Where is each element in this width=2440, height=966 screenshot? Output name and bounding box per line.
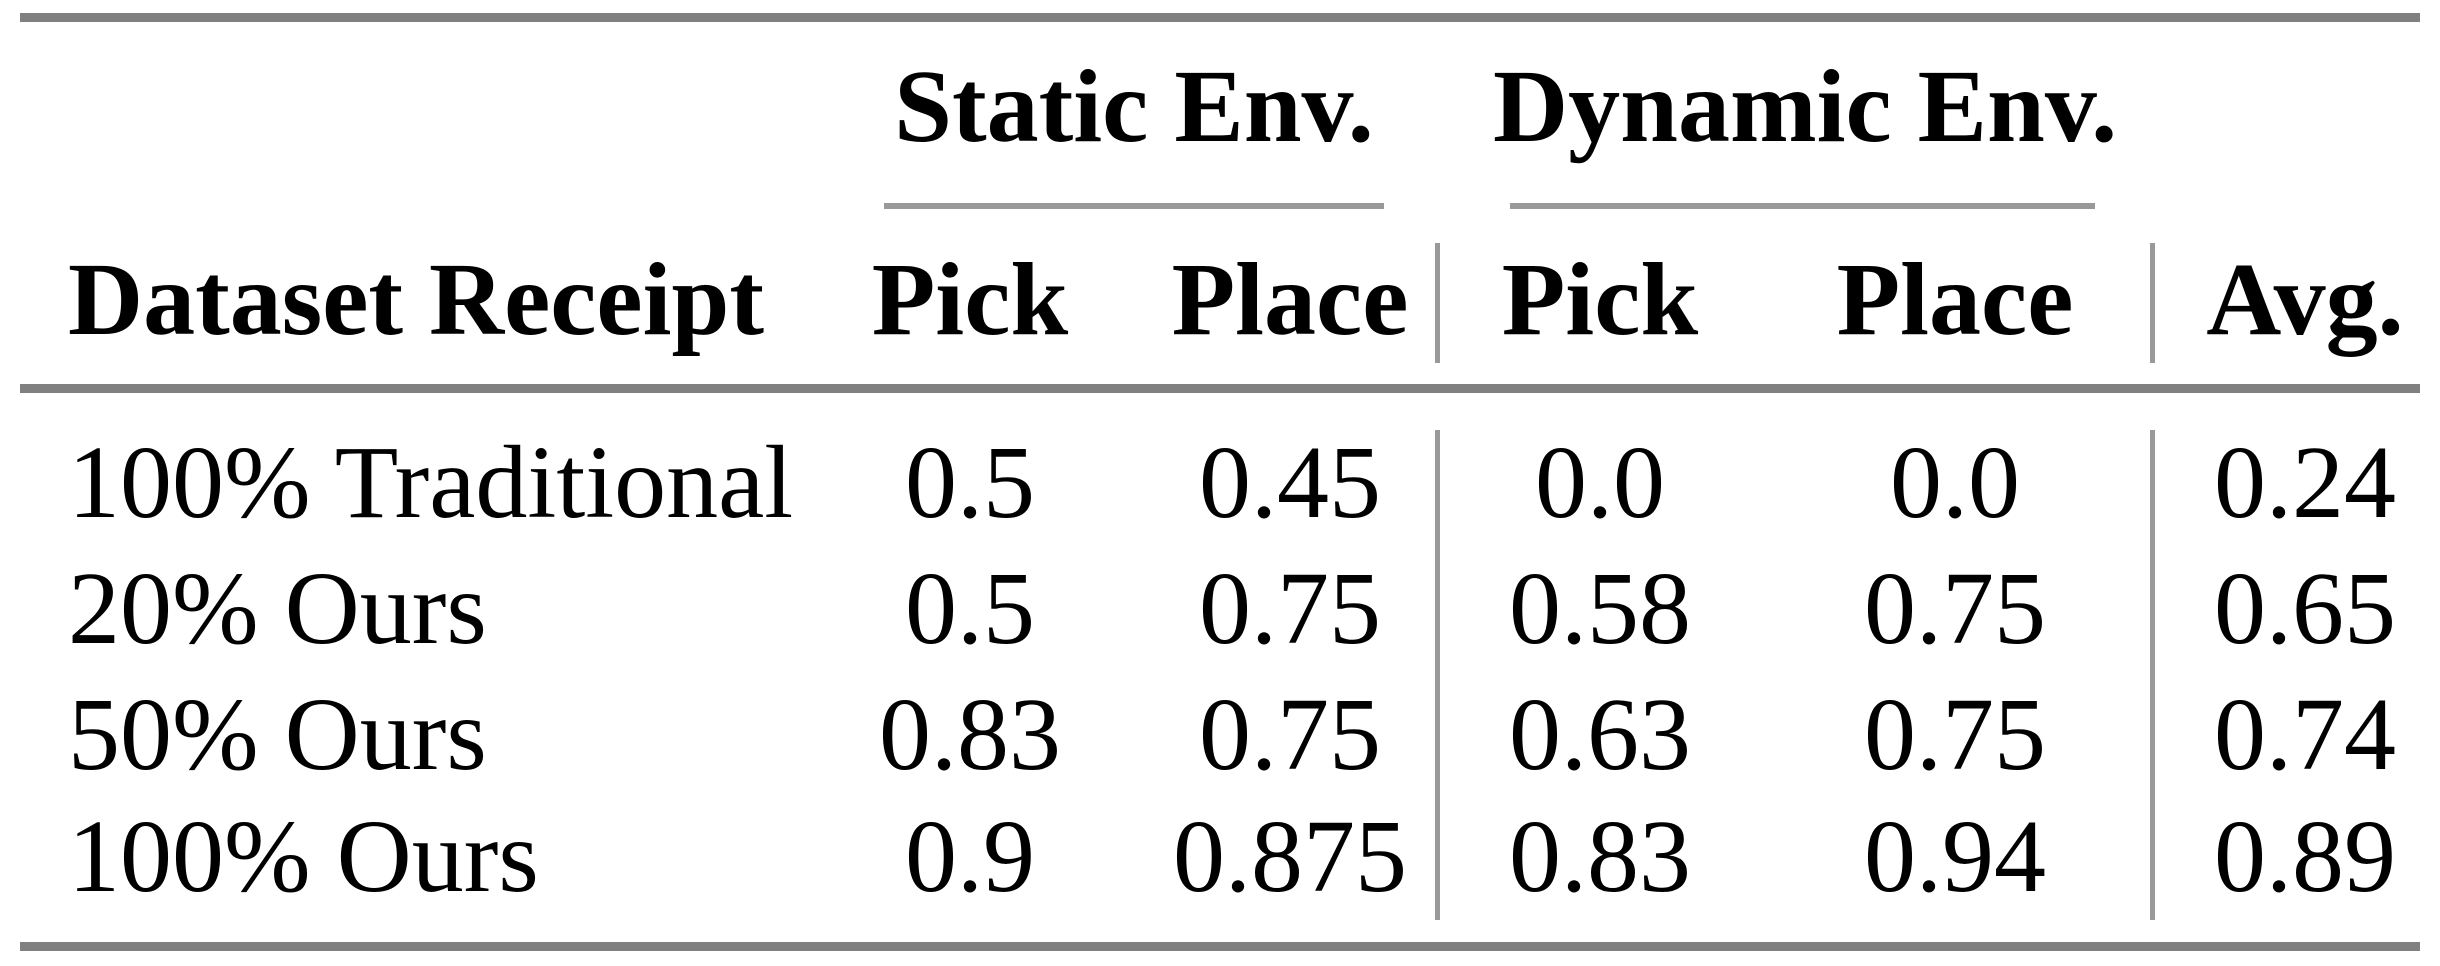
cell-static-pick: 0.9 xyxy=(905,799,1035,914)
column-separator-static-dynamic-body xyxy=(1435,430,1440,920)
cell-avg: 0.65 xyxy=(2214,551,2396,666)
column-header-dynamic-pick: Pick xyxy=(1501,242,1699,357)
column-header-avg: Avg. xyxy=(2206,242,2404,357)
cell-dynamic-place: 0.75 xyxy=(1864,677,2046,792)
cell-dynamic-place: 0.94 xyxy=(1864,799,2046,914)
column-header-dynamic-place: Place xyxy=(1836,242,2074,357)
table-top-rule xyxy=(20,13,2420,22)
column-header-static-pick: Pick xyxy=(871,242,1069,357)
cell-dynamic-pick: 0.58 xyxy=(1509,551,1691,666)
cell-static-place: 0.875 xyxy=(1173,799,1407,914)
column-header-static-place: Place xyxy=(1171,242,1409,357)
column-separator-avg-header xyxy=(2150,243,2155,363)
cell-static-place: 0.75 xyxy=(1199,677,1381,792)
row-label: 100% Traditional xyxy=(68,425,794,540)
cell-static-place: 0.45 xyxy=(1199,425,1381,540)
cell-static-pick: 0.5 xyxy=(905,425,1035,540)
cell-dynamic-pick: 0.0 xyxy=(1535,425,1665,540)
row-label: 100% Ours xyxy=(68,799,539,914)
cell-static-place: 0.75 xyxy=(1199,551,1381,666)
dynamic-env-cmidrule xyxy=(1510,203,2095,209)
cell-static-pick: 0.83 xyxy=(879,677,1061,792)
table-bottom-rule xyxy=(20,942,2420,951)
column-separator-avg-body xyxy=(2150,430,2155,920)
cell-avg: 0.74 xyxy=(2214,677,2396,792)
static-env-cmidrule xyxy=(884,203,1384,209)
table-header-rule xyxy=(20,384,2420,393)
cell-avg: 0.24 xyxy=(2214,425,2396,540)
cell-avg: 0.89 xyxy=(2214,799,2396,914)
column-group-header-dynamic-env: Dynamic Env. xyxy=(1493,49,2118,164)
cell-static-pick: 0.5 xyxy=(905,551,1035,666)
cell-dynamic-place: 0.75 xyxy=(1864,551,2046,666)
row-label: 50% Ours xyxy=(68,677,487,792)
column-separator-static-dynamic-header xyxy=(1435,243,1440,363)
cell-dynamic-place: 0.0 xyxy=(1890,425,2020,540)
cell-dynamic-pick: 0.83 xyxy=(1509,799,1691,914)
column-header-dataset-receipt: Dataset Receipt xyxy=(68,242,764,357)
row-label: 20% Ours xyxy=(68,551,487,666)
column-group-header-static-env: Static Env. xyxy=(894,49,1374,164)
cell-dynamic-pick: 0.63 xyxy=(1509,677,1691,792)
